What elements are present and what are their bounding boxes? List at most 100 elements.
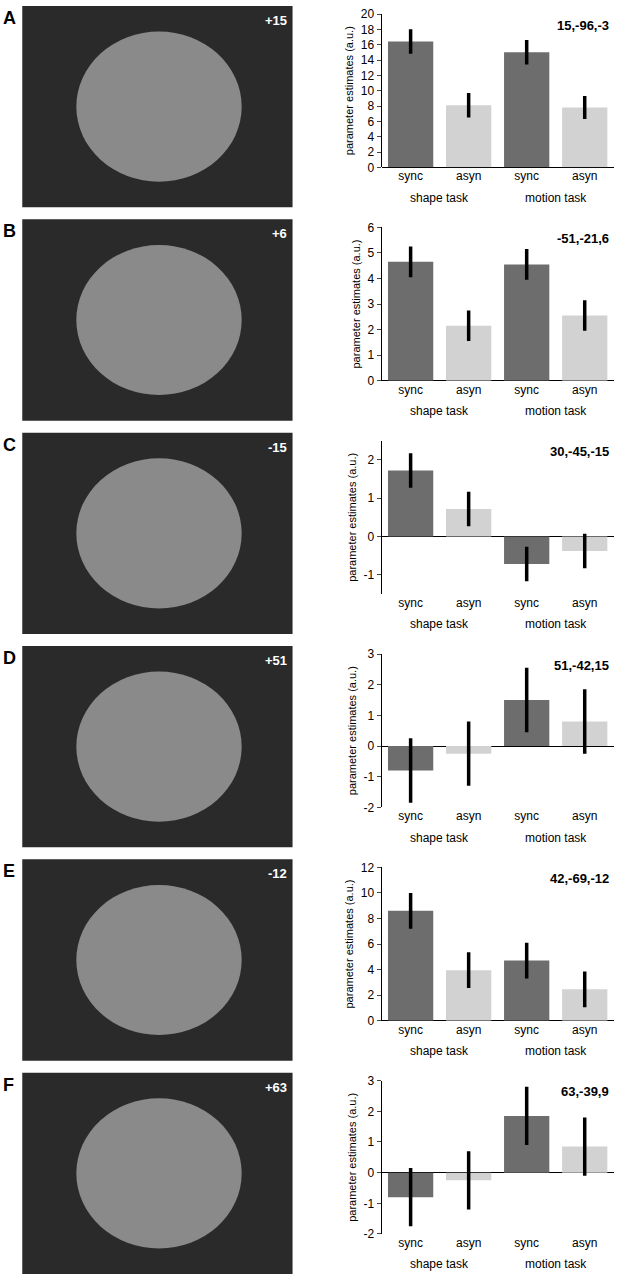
svg-text:motion task: motion task <box>525 1044 587 1058</box>
svg-text:shape task: shape task <box>410 831 469 845</box>
svg-text:motion task: motion task <box>525 191 587 205</box>
svg-text:sync: sync <box>398 596 423 610</box>
svg-text:shape task: shape task <box>410 617 469 631</box>
svg-text:sync: sync <box>398 383 423 397</box>
svg-text:4: 4 <box>368 130 375 144</box>
svg-text:shape task: shape task <box>410 191 469 205</box>
svg-text:asyn: asyn <box>572 596 597 610</box>
svg-text:5: 5 <box>368 246 375 260</box>
svg-text:2: 2 <box>368 1105 375 1119</box>
svg-text:18: 18 <box>361 23 375 37</box>
svg-text:sync: sync <box>514 809 539 823</box>
svg-text:parameter estimates (a.u.): parameter estimates (a.u.) <box>343 26 355 155</box>
svg-text:sync: sync <box>514 383 539 397</box>
svg-text:+51: +51 <box>265 653 287 668</box>
svg-text:12: 12 <box>361 861 375 875</box>
svg-text:shape task: shape task <box>410 404 469 418</box>
svg-text:-51,-21,6: -51,-21,6 <box>557 231 609 246</box>
svg-text:10: 10 <box>361 84 375 98</box>
svg-text:8: 8 <box>368 912 375 926</box>
svg-text:42,-69,-12: 42,-69,-12 <box>550 871 609 886</box>
svg-text:3: 3 <box>368 647 375 661</box>
svg-text:20: 20 <box>361 7 375 21</box>
svg-text:4: 4 <box>368 272 375 286</box>
svg-text:16: 16 <box>361 38 375 52</box>
svg-text:0: 0 <box>368 1014 375 1028</box>
svg-text:3: 3 <box>368 297 375 311</box>
svg-text:asyn: asyn <box>572 1023 597 1037</box>
svg-text:-2: -2 <box>364 801 375 815</box>
svg-text:2: 2 <box>368 453 375 467</box>
svg-text:sync: sync <box>514 1236 539 1250</box>
svg-text:sync: sync <box>514 1023 539 1037</box>
svg-text:motion task: motion task <box>525 831 587 845</box>
svg-text:2: 2 <box>368 988 375 1002</box>
svg-text:motion task: motion task <box>525 1257 587 1271</box>
svg-text:asyn: asyn <box>572 809 597 823</box>
svg-text:14: 14 <box>361 53 375 67</box>
svg-text:sync: sync <box>514 169 539 183</box>
svg-text:+6: +6 <box>272 226 287 241</box>
svg-text:sync: sync <box>398 809 423 823</box>
svg-text:shape task: shape task <box>410 1257 469 1271</box>
svg-text:0: 0 <box>368 374 375 388</box>
svg-text:asyn: asyn <box>456 1023 481 1037</box>
svg-text:1: 1 <box>368 348 375 362</box>
svg-text:parameter estimates (a.u.): parameter estimates (a.u.) <box>346 666 358 795</box>
svg-text:15,-96,-3: 15,-96,-3 <box>557 18 609 33</box>
svg-text:asyn: asyn <box>572 383 597 397</box>
svg-text:A: A <box>3 8 16 28</box>
svg-text:asyn: asyn <box>456 169 481 183</box>
svg-text:C: C <box>3 435 16 455</box>
svg-text:parameter estimates (a.u.): parameter estimates (a.u.) <box>350 240 362 369</box>
svg-text:motion task: motion task <box>525 404 587 418</box>
svg-text:parameter estimates (a.u.): parameter estimates (a.u.) <box>343 880 355 1009</box>
svg-text:2: 2 <box>368 678 375 692</box>
svg-text:shape task: shape task <box>410 1044 469 1058</box>
svg-text:1: 1 <box>368 709 375 723</box>
svg-text:sync: sync <box>514 596 539 610</box>
svg-text:-2: -2 <box>364 1227 375 1241</box>
svg-text:F: F <box>3 1075 14 1095</box>
svg-text:1: 1 <box>368 491 375 505</box>
svg-text:asyn: asyn <box>456 596 481 610</box>
svg-text:1: 1 <box>368 1135 375 1149</box>
svg-text:asyn: asyn <box>456 383 481 397</box>
svg-text:3: 3 <box>368 1074 375 1088</box>
svg-text:+15: +15 <box>265 13 287 28</box>
svg-text:8: 8 <box>368 99 375 113</box>
svg-text:30,-45,-15: 30,-45,-15 <box>550 444 609 459</box>
svg-text:6: 6 <box>368 115 375 129</box>
svg-text:12: 12 <box>361 69 375 83</box>
svg-text:E: E <box>3 861 15 881</box>
svg-text:0: 0 <box>368 530 375 544</box>
svg-text:2: 2 <box>368 323 375 337</box>
svg-text:2: 2 <box>368 145 375 159</box>
svg-text:-12: -12 <box>268 866 287 881</box>
svg-text:parameter estimates (a.u.): parameter estimates (a.u.) <box>346 1093 358 1222</box>
svg-text:asyn: asyn <box>456 809 481 823</box>
svg-text:B: B <box>3 221 16 241</box>
svg-text:-15: -15 <box>268 440 287 455</box>
svg-text:6: 6 <box>368 221 375 235</box>
svg-text:motion task: motion task <box>525 617 587 631</box>
svg-text:asyn: asyn <box>456 1236 481 1250</box>
svg-text:asyn: asyn <box>572 169 597 183</box>
svg-text:-1: -1 <box>364 1197 375 1211</box>
svg-text:0: 0 <box>368 739 375 753</box>
svg-text:63,-39,9: 63,-39,9 <box>561 1084 609 1099</box>
svg-text:6: 6 <box>368 937 375 951</box>
svg-text:D: D <box>3 648 16 668</box>
svg-text:+63: +63 <box>265 1080 287 1095</box>
svg-text:sync: sync <box>398 1236 423 1250</box>
svg-text:parameter estimates (a.u.): parameter estimates (a.u.) <box>346 453 358 582</box>
svg-text:51,-42,15: 51,-42,15 <box>554 658 609 673</box>
svg-text:asyn: asyn <box>572 1236 597 1250</box>
svg-text:4: 4 <box>368 963 375 977</box>
svg-text:10: 10 <box>361 886 375 900</box>
svg-text:0: 0 <box>368 1166 375 1180</box>
svg-text:-1: -1 <box>364 568 375 582</box>
svg-text:-1: -1 <box>364 770 375 784</box>
svg-text:sync: sync <box>398 1023 423 1037</box>
svg-text:0: 0 <box>368 161 375 175</box>
